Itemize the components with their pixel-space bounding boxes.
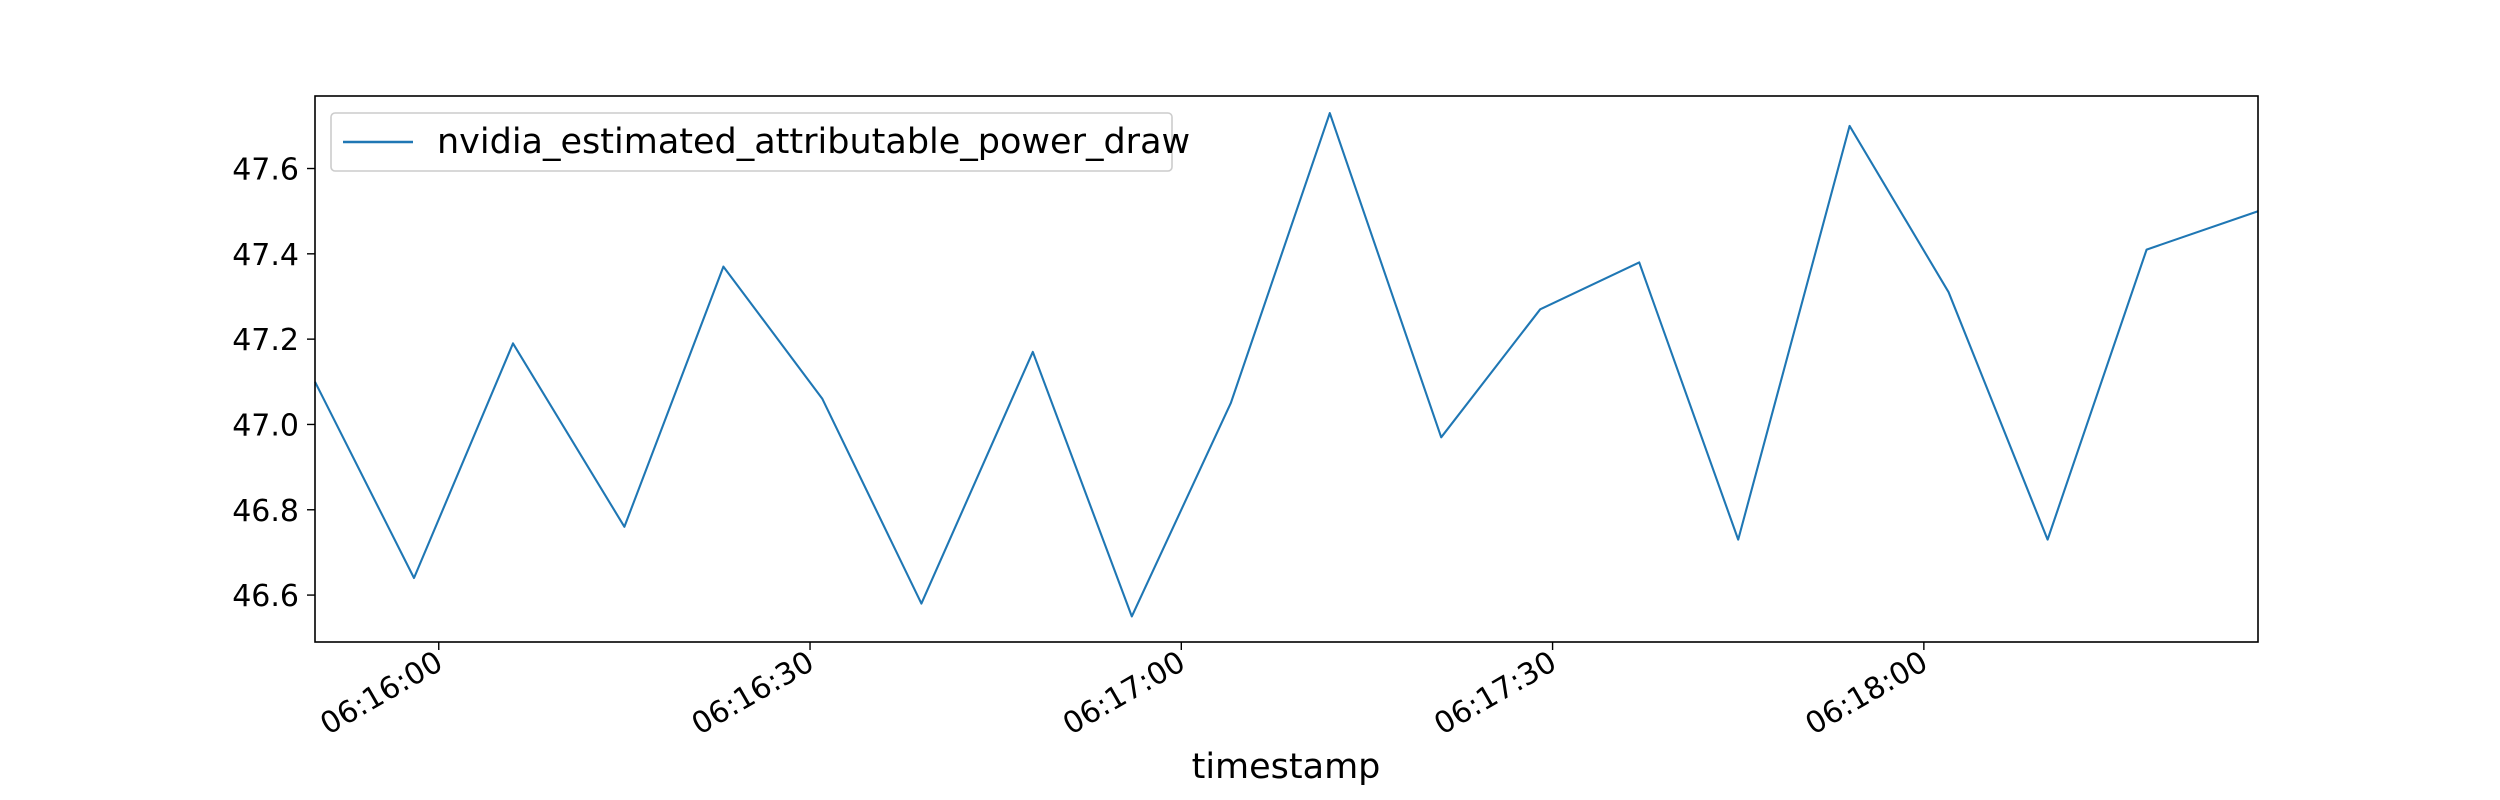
- y-tick-label: 47.4: [232, 238, 299, 273]
- x-axis: 06:16:00 06:16:30 06:17:00 06:17:30 06:18:00: [315, 642, 1934, 742]
- x-tick-label: 06:18:00: [1800, 645, 1934, 743]
- y-tick-label: 46.8: [232, 494, 299, 529]
- legend-label: nvidia_estimated_attributable_power_draw: [437, 122, 1190, 162]
- x-tick-label: 06:16:30: [686, 645, 820, 743]
- y-tick-label: 47.2: [232, 323, 299, 358]
- y-axis: 46.6 46.8 47.0 47.2 47.4 47.6: [232, 153, 315, 614]
- x-tick-label: 06:17:30: [1428, 645, 1562, 743]
- series-layer: [314, 112, 2259, 618]
- plot-area-frame: [314, 95, 2259, 643]
- series-line: [314, 112, 2259, 618]
- x-tick-label: 06:16:00: [315, 645, 449, 743]
- y-tick-label: 46.6: [232, 579, 299, 614]
- x-tick-label: 06:17:00: [1057, 645, 1191, 743]
- y-tick-label: 47.0: [232, 408, 299, 443]
- x-axis-title: timestamp: [1192, 747, 1381, 787]
- legend-frame: [330, 112, 1173, 172]
- y-tick-label: 47.6: [232, 153, 299, 188]
- legend: nvidia_estimated_attributable_power_draw: [330, 112, 1190, 172]
